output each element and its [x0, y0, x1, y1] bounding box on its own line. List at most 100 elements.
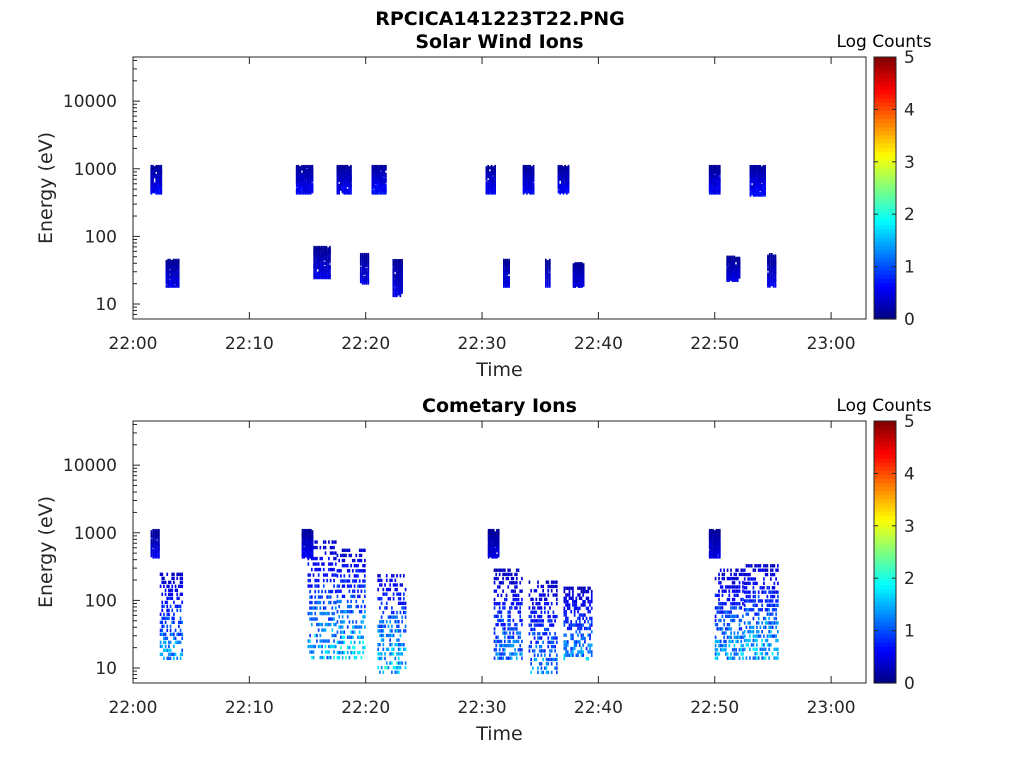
heatmap-cell — [730, 652, 732, 656]
heatmap-cell — [497, 537, 500, 542]
heatmap-cell — [338, 164, 340, 169]
heatmap-cell — [735, 606, 737, 610]
heatmap-cell — [573, 643, 576, 647]
heatmap-cell — [582, 270, 585, 275]
colorbar-segment — [874, 151, 896, 156]
colorbar-segment — [874, 110, 896, 115]
heatmap-cell — [716, 648, 719, 652]
heatmap-cell — [392, 574, 395, 578]
heatmap-cell — [509, 622, 511, 627]
heatmap-cell — [373, 176, 375, 180]
heatmap-cell — [498, 656, 501, 660]
heatmap-cell — [334, 589, 337, 594]
heatmap-cell — [718, 639, 720, 644]
heatmap-cell — [721, 606, 724, 610]
heatmap-cell — [537, 606, 539, 610]
heatmap-cell — [319, 545, 322, 550]
heatmap-cell — [502, 648, 504, 652]
heatmap-cell — [317, 562, 320, 566]
heatmap-cell — [589, 623, 591, 627]
heatmap-cell — [730, 614, 732, 618]
heatmap-cell — [719, 585, 722, 589]
heatmap-cell — [331, 562, 334, 566]
heatmap-cell — [543, 627, 546, 632]
heatmap-cell — [726, 258, 729, 263]
heatmap-cell — [721, 631, 724, 635]
heatmap-cell — [515, 572, 518, 577]
heatmap-cell — [747, 564, 750, 568]
heatmap-cell — [543, 653, 546, 657]
heatmap-cell — [527, 186, 530, 190]
heatmap-cell — [341, 615, 344, 619]
heatmap-cell — [560, 164, 563, 169]
heatmap-cell — [389, 643, 392, 647]
heatmap-cell — [152, 538, 155, 543]
heatmap-cell — [521, 648, 523, 652]
heatmap-cell — [322, 606, 325, 610]
heatmap-cell — [725, 602, 727, 606]
heatmap-cell — [515, 622, 518, 627]
heatmap-cell — [352, 635, 354, 639]
heatmap-cell — [532, 606, 534, 610]
heatmap-cell — [496, 553, 498, 558]
heatmap-cell — [757, 590, 760, 594]
heatmap-cell — [749, 634, 751, 638]
heatmap-cell — [710, 184, 713, 189]
heatmap-cell — [557, 189, 560, 194]
heatmap-cell — [533, 632, 536, 636]
heatmap-cell — [545, 632, 548, 636]
heatmap-cell — [749, 572, 751, 577]
heatmap-cell — [334, 562, 337, 566]
heatmap-cell — [380, 629, 383, 633]
heatmap-cell — [150, 530, 153, 534]
heatmap-cell — [396, 643, 398, 647]
heatmap-cell — [777, 656, 779, 660]
colorbar-segment — [874, 515, 896, 520]
heatmap-cell — [495, 643, 498, 648]
heatmap-cell — [550, 636, 553, 640]
heatmap-cell — [771, 608, 774, 612]
heatmap-cell — [555, 670, 558, 675]
heatmap-cell — [506, 258, 509, 263]
heatmap-cell — [721, 593, 724, 598]
heatmap-cell — [745, 612, 748, 616]
heatmap-cell — [547, 670, 550, 675]
heatmap-cell — [527, 171, 530, 175]
heatmap-cell — [308, 164, 310, 169]
heatmap-cell — [775, 599, 777, 603]
heatmap-cell — [503, 622, 506, 627]
heatmap-cell — [172, 267, 175, 271]
heatmap-cell — [565, 646, 567, 651]
heatmap-cell — [392, 665, 395, 670]
heatmap-cell — [150, 164, 153, 169]
heatmap-cell — [573, 646, 576, 651]
heatmap-cell — [404, 624, 407, 629]
heatmap-cell — [585, 589, 588, 594]
heatmap-cell — [747, 581, 750, 586]
heatmap-cell — [752, 577, 755, 581]
heatmap-cell — [150, 179, 153, 184]
heatmap-cell — [714, 639, 717, 644]
heatmap-cell — [750, 630, 753, 634]
heatmap-cell — [500, 656, 503, 660]
heatmap-cell — [391, 643, 393, 647]
heatmap-cell — [730, 627, 732, 631]
heatmap-cell — [771, 634, 774, 638]
heatmap-cell — [749, 581, 751, 586]
heatmap-cell — [168, 580, 170, 585]
colorbar-segment — [874, 629, 896, 635]
heatmap-cell — [385, 620, 388, 624]
heatmap-cell — [770, 568, 772, 572]
heatmap-cell — [380, 620, 383, 624]
heatmap-cell — [728, 656, 731, 660]
heatmap-cell — [343, 650, 346, 655]
heatmap-cell — [377, 597, 380, 601]
heatmap-cell — [150, 173, 153, 178]
colorbar-segment — [874, 155, 896, 160]
heatmap-cell — [160, 186, 163, 190]
heatmap-cell — [743, 621, 746, 625]
heatmap-cell — [348, 584, 351, 588]
heatmap-cell — [743, 630, 746, 634]
heatmap-cell — [509, 656, 511, 660]
heatmap-cell — [726, 652, 729, 656]
